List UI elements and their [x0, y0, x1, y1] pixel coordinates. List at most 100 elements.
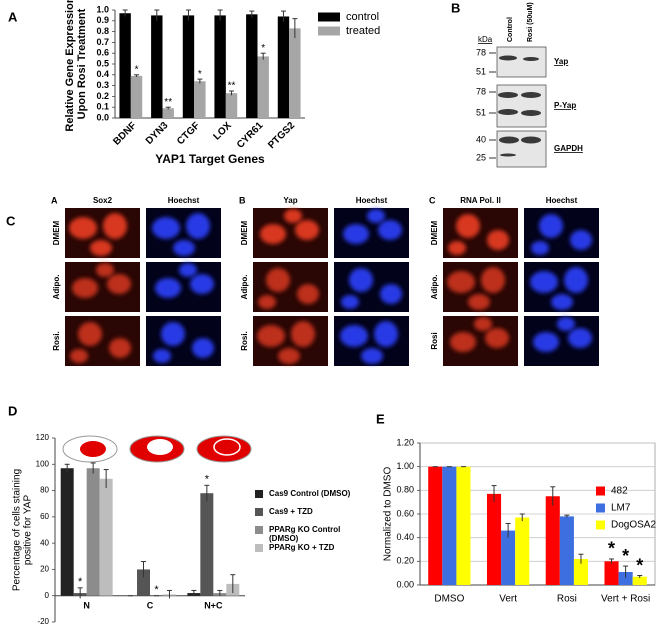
- y-tick-label: 0.80: [396, 485, 414, 495]
- nucleus-icon: [147, 439, 173, 455]
- legend-swatch: [596, 486, 605, 496]
- bar: [545, 496, 560, 585]
- stain-label: Hoechst: [356, 196, 388, 205]
- cell-stain: [568, 328, 592, 348]
- cell-stain: [530, 271, 558, 293]
- bar: [618, 571, 633, 585]
- y-tick-label: -20: [37, 617, 49, 626]
- y-tick-label: 0.3: [96, 80, 109, 90]
- significance-label: **: [164, 97, 172, 108]
- bar: [200, 493, 214, 596]
- cell-stain: [103, 213, 127, 239]
- blot-band: [521, 92, 541, 98]
- y-tick-label: 1.00: [396, 461, 414, 471]
- y-tick-label: 60: [40, 512, 49, 521]
- cell-stain: [378, 220, 402, 240]
- cell-stain: [487, 230, 509, 250]
- legend-label: DogOSA2: [611, 520, 656, 531]
- bar: [604, 561, 619, 585]
- text-line: Relative Gene Expression: [64, 0, 76, 132]
- cell-stain: [78, 322, 102, 346]
- blot-label: P-Yap: [554, 101, 576, 110]
- significance-label: *: [622, 546, 629, 566]
- cell-stain: [186, 213, 210, 239]
- row-label: DMEM: [430, 220, 439, 245]
- stain-label: Hoechst: [168, 196, 200, 205]
- stain-label: RNA Pol. II: [460, 196, 501, 205]
- legend-label: Cas9 Control (DMSO): [269, 489, 351, 498]
- bar: [246, 14, 258, 118]
- bar: [277, 16, 290, 119]
- legend-swatch: [255, 508, 263, 516]
- row-label: DMEM: [240, 220, 249, 245]
- panel-letter: D: [8, 403, 17, 418]
- marker-label: 40: [476, 134, 486, 144]
- stain-label: Yap: [283, 196, 297, 205]
- y-axis-label: Normalized to DMSO: [383, 467, 394, 562]
- cell-stain: [291, 321, 315, 347]
- y-tick-label: 0: [45, 591, 50, 600]
- stain-label: Hoechst: [546, 196, 578, 205]
- cell-stain: [155, 278, 181, 298]
- legend-swatch: [255, 544, 263, 552]
- bar: [456, 466, 471, 585]
- legend-label: PPARg KO Control (DMSO): [269, 525, 340, 543]
- y-tick-label: 0.5: [96, 58, 109, 68]
- legend-label: PPARg KO + TZD: [269, 543, 335, 552]
- cell-stain: [192, 338, 214, 358]
- cell-stain: [295, 220, 319, 240]
- cell-stain: [260, 224, 286, 244]
- bar: [632, 576, 647, 585]
- cell-stain: [341, 295, 359, 309]
- cell-stain: [266, 268, 290, 292]
- legend-label: treated: [346, 25, 380, 37]
- cell-stain: [161, 322, 185, 346]
- legend-swatch: [255, 526, 263, 534]
- legend-swatch: [318, 26, 340, 36]
- panel-letter: A: [8, 9, 18, 24]
- cell-stain: [474, 317, 492, 331]
- x-tick-label: N: [83, 600, 90, 610]
- blot-band: [499, 136, 519, 144]
- marker-label: 51: [476, 66, 486, 76]
- group-letter: B: [239, 195, 246, 205]
- marker-label: 78: [476, 47, 486, 57]
- cell-stain: [297, 284, 319, 304]
- blot-band: [500, 153, 516, 157]
- cell-stain: [533, 332, 559, 352]
- blot-band: [498, 109, 518, 115]
- cell-stain: [367, 209, 385, 223]
- text-line: Upon Rosi Treatment: [76, 8, 88, 119]
- y-tick-label: 0.1: [96, 102, 109, 112]
- y-tick-label: 40: [40, 538, 49, 547]
- y-tick-label: 20: [40, 565, 49, 574]
- bar: [214, 15, 226, 118]
- cell-stain: [531, 241, 549, 255]
- panel-letter: C: [6, 213, 16, 228]
- blot: [496, 84, 547, 128]
- text-line: (DMSO): [269, 534, 299, 543]
- y-tick-label: 0.7: [96, 37, 109, 47]
- text-line: positive for YAP: [22, 495, 33, 566]
- y-tick-label: 0.40: [396, 532, 414, 542]
- bar: [225, 93, 238, 118]
- kda-label: kDa: [478, 35, 493, 44]
- row-label: Rosi.: [52, 331, 61, 351]
- lane-label: Control: [507, 17, 514, 42]
- legend-label: LM7: [611, 503, 631, 514]
- nucleus-icon: [80, 441, 106, 457]
- bar: [559, 516, 574, 585]
- cell-stain: [70, 349, 88, 363]
- cell-stain: [456, 214, 480, 238]
- cell-stain: [380, 284, 402, 304]
- group-letter: A: [51, 195, 58, 205]
- x-tick-label: Rosi: [557, 594, 577, 605]
- bar: [289, 28, 301, 118]
- cell-stain: [349, 268, 373, 292]
- bar: [99, 478, 113, 596]
- bar: [515, 517, 530, 585]
- significance-label: *: [608, 539, 615, 559]
- y-tick-label: 0.4: [96, 69, 109, 79]
